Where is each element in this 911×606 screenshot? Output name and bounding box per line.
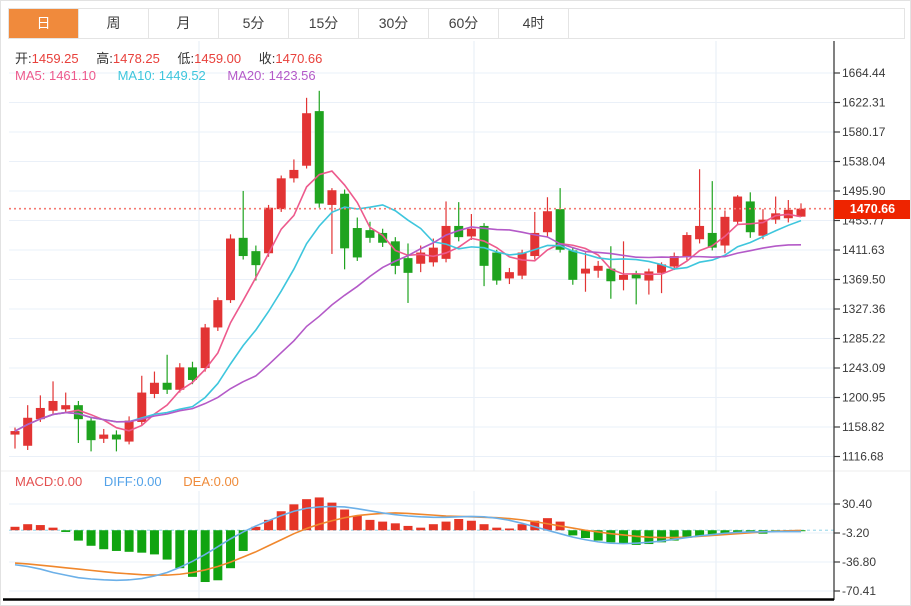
low-value: 低:1459.00 [177,51,242,66]
tab-4hour[interactable]: 4时 [499,9,569,38]
ma10-line [14,204,802,432]
tab-60min[interactable]: 60分 [429,9,499,38]
diff-line [14,505,801,582]
svg-text:1369.50: 1369.50 [842,272,886,286]
svg-text:1622.31: 1622.31 [842,95,886,109]
tab-15min[interactable]: 15分 [289,9,359,38]
dea-value: DEA:0.00 [183,474,239,489]
svg-text:1243.09: 1243.09 [842,361,886,375]
svg-text:1580.17: 1580.17 [842,125,886,139]
svg-text:1158.82: 1158.82 [842,420,885,434]
high-value: 高:1478.25 [96,51,160,66]
tab-week[interactable]: 周 [79,9,149,38]
diff-value: DIFF:0.00 [103,474,162,489]
svg-text:1200.95: 1200.95 [842,391,886,405]
tab-30min[interactable]: 30分 [359,9,429,38]
ma5-legend: MA5: 1461.10 [15,68,96,83]
grid-lines [1,41,910,599]
svg-text:1538.04: 1538.04 [842,154,886,168]
macd-value: MACD:0.00 [15,474,83,489]
ma-legend: MA5: 1461.10 MA10: 1449.52 MA20: 1423.56 [15,68,334,83]
macd-histogram [10,497,806,583]
close-value: 收:1470.66 [258,51,323,66]
ohlc-legend: 开:1459.25 高:1478.25 低:1459.00 收:1470.66 [15,48,336,67]
svg-text:30.40: 30.40 [842,497,872,511]
macd-legend: MACD:0.00 DIFF:0.00 DEA:0.00 [15,474,257,489]
svg-text:1285.22: 1285.22 [842,332,886,346]
ma20-line [14,226,802,432]
axis-labels: 1664.441622.311580.171538.041495.901453.… [834,66,886,598]
tab-month[interactable]: 月 [149,9,219,38]
svg-text:1116.68: 1116.68 [842,450,884,464]
tabbar-filler [569,9,904,38]
timeframe-tabbar: 日周月 5分 15分 30分 60分 4时 [8,8,905,39]
svg-text:1495.90: 1495.90 [842,184,886,198]
ma20-legend: MA20: 1423.56 [227,68,316,83]
svg-text:-3.20: -3.20 [842,526,870,540]
svg-text:-70.41: -70.41 [842,584,876,598]
candles [10,90,806,452]
svg-text:1411.63: 1411.63 [842,243,885,257]
tab-day[interactable]: 日 [9,9,79,38]
tab-5min[interactable]: 5分 [219,9,289,38]
open-value: 开:1459.25 [15,51,79,66]
dea-line [14,512,802,576]
current-price-tag: 1470.66 [834,200,910,219]
svg-text:1327.36: 1327.36 [842,302,886,316]
svg-text:-36.80: -36.80 [842,555,876,569]
ma10-legend: MA10: 1449.52 [117,68,206,83]
svg-text:1664.44: 1664.44 [842,66,886,80]
